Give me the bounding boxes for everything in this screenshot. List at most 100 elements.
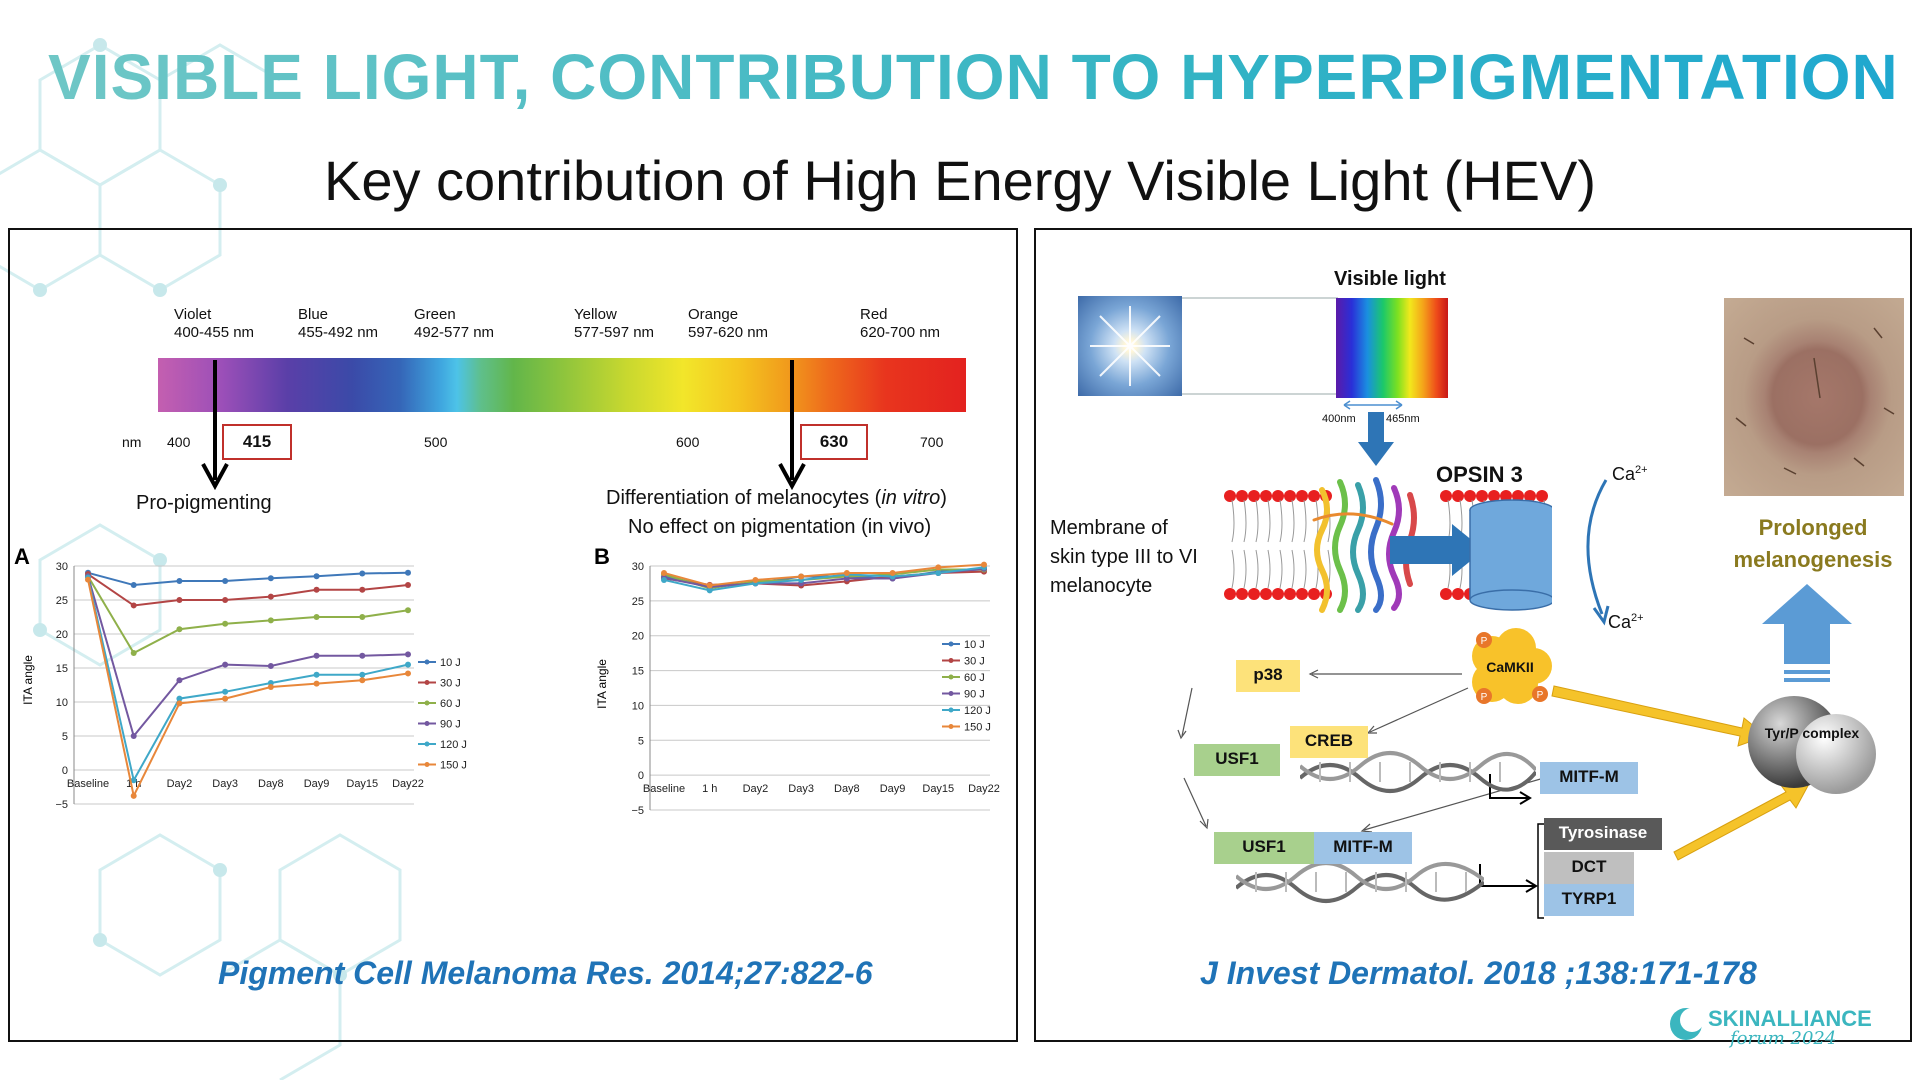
- lipid-head: [1248, 490, 1260, 502]
- lipid-head: [1464, 490, 1476, 502]
- data-point: [405, 569, 411, 576]
- wl-start-label: 400nm: [1322, 413, 1356, 425]
- lipid-head: [1476, 490, 1488, 502]
- lipid-head: [1248, 588, 1260, 600]
- marker-630-box: 630: [800, 424, 868, 460]
- lipid-head: [1536, 490, 1548, 502]
- x-tick-label: Baseline: [643, 783, 685, 795]
- x-tick-label: Day22: [968, 783, 1000, 795]
- series-line: [663, 566, 985, 592]
- slide-title: VISIBLE LIGHT, CONTRIBUTION TO HYPERPIGM…: [48, 41, 1899, 113]
- lipid-head: [1236, 490, 1248, 502]
- series-line: [87, 577, 409, 783]
- legend-label: 30 J: [440, 678, 461, 690]
- data-point: [176, 597, 183, 603]
- legend-marker: [424, 741, 430, 747]
- y-tick-label: 20: [56, 629, 68, 641]
- legend-marker: [424, 680, 430, 685]
- data-point: [405, 582, 411, 589]
- data-point: [130, 602, 137, 609]
- lipid-head: [1260, 490, 1272, 502]
- lipid-head: [1512, 490, 1524, 502]
- y-tick-label: 0: [62, 765, 68, 777]
- membrane-bilayer: [1224, 477, 1552, 613]
- data-point: [267, 593, 274, 600]
- data-point: [222, 695, 229, 702]
- data-point: [798, 573, 805, 580]
- lipid-head: [1440, 588, 1452, 600]
- scale-tick-400: 400: [167, 434, 191, 450]
- legend-marker: [948, 707, 954, 713]
- dna-helix-icon-1: [1300, 751, 1536, 793]
- x-tick-label: Day3: [788, 783, 814, 795]
- sun-rays-icon: [1090, 306, 1170, 386]
- data-point: [706, 582, 713, 589]
- series-line: [663, 563, 985, 587]
- lipid-head: [1440, 490, 1452, 502]
- series-line: [87, 575, 409, 655]
- data-point: [359, 586, 366, 593]
- creb-box: CREB: [1290, 726, 1368, 758]
- chart-b-panel-label: B: [594, 544, 610, 569]
- legend-label: 90 J: [440, 719, 461, 731]
- x-tick-label: 1 h: [702, 783, 717, 795]
- data-point: [661, 576, 667, 583]
- y-tick-label: 10: [632, 700, 644, 712]
- scale-unit: nm: [122, 434, 142, 450]
- calcium-flux-arrow: [1586, 479, 1610, 626]
- data-point: [843, 575, 850, 582]
- lipid-head: [1236, 588, 1248, 600]
- left-citation: Pigment Cell Melanoma Res. 2014;27:822-6: [218, 955, 873, 991]
- y-tick-label: 5: [62, 731, 68, 743]
- legend-marker: [424, 762, 430, 767]
- pro-pigmenting-label: Pro-pigmenting: [136, 492, 272, 514]
- data-point: [313, 652, 320, 659]
- y-tick-label: 30: [56, 561, 68, 573]
- arrow-415-down: [201, 360, 229, 490]
- camkii-label: CaMKII: [1486, 659, 1533, 675]
- ca-top-label: Ca2+: [1612, 464, 1648, 484]
- legend-label: 150 J: [964, 722, 991, 734]
- data-point: [359, 671, 366, 678]
- data-point: [313, 573, 320, 580]
- data-point: [359, 677, 366, 684]
- lipid-head: [1224, 588, 1236, 600]
- no-effect-label: No effect on pigmentation (in vivo): [628, 516, 932, 538]
- data-point: [222, 661, 229, 668]
- data-point: [843, 569, 850, 576]
- spectrum-label-violet: Violet 400-455 nm: [174, 306, 255, 341]
- legend-marker: [424, 659, 430, 665]
- legend-marker: [424, 700, 430, 706]
- x-tick-label: Day2: [167, 778, 193, 790]
- series-line: [87, 575, 409, 739]
- legend-label: 30 J: [964, 656, 985, 668]
- y-tick-label: 15: [632, 666, 644, 678]
- zoom-lines: [1182, 297, 1338, 395]
- x-tick-label: Day15: [346, 778, 378, 790]
- data-point: [222, 597, 229, 603]
- chart-b: B ITA angle 30 25 20 15 10 5 0 −5 Baseline 1 h Day…: [594, 544, 1000, 815]
- chart-b-ylabel: ITA angle: [595, 659, 609, 709]
- data-point: [176, 695, 183, 702]
- wl-end-label: 465nm: [1386, 413, 1420, 425]
- chart-a-panel-label: A: [14, 544, 30, 569]
- mitf-m-box: MITF-M: [1540, 762, 1638, 794]
- data-point: [359, 652, 366, 659]
- data-point: [889, 569, 896, 576]
- data-point: [85, 576, 91, 583]
- data-point: [359, 570, 366, 577]
- data-point: [222, 620, 229, 627]
- data-point: [176, 626, 183, 633]
- left-panel: [8, 228, 1018, 1042]
- wavelength-range-arrow: [1343, 400, 1403, 410]
- legend-label: 90 J: [964, 689, 985, 701]
- data-point: [405, 607, 411, 614]
- data-point: [661, 569, 667, 576]
- differentiation-label: Differentiation of melanocytes (in vitro…: [606, 487, 947, 509]
- data-point: [359, 614, 366, 620]
- spectrum-label-yellow: Yellow 577-597 nm: [574, 306, 655, 341]
- data-point: [222, 577, 229, 584]
- lipid-head: [1272, 588, 1284, 600]
